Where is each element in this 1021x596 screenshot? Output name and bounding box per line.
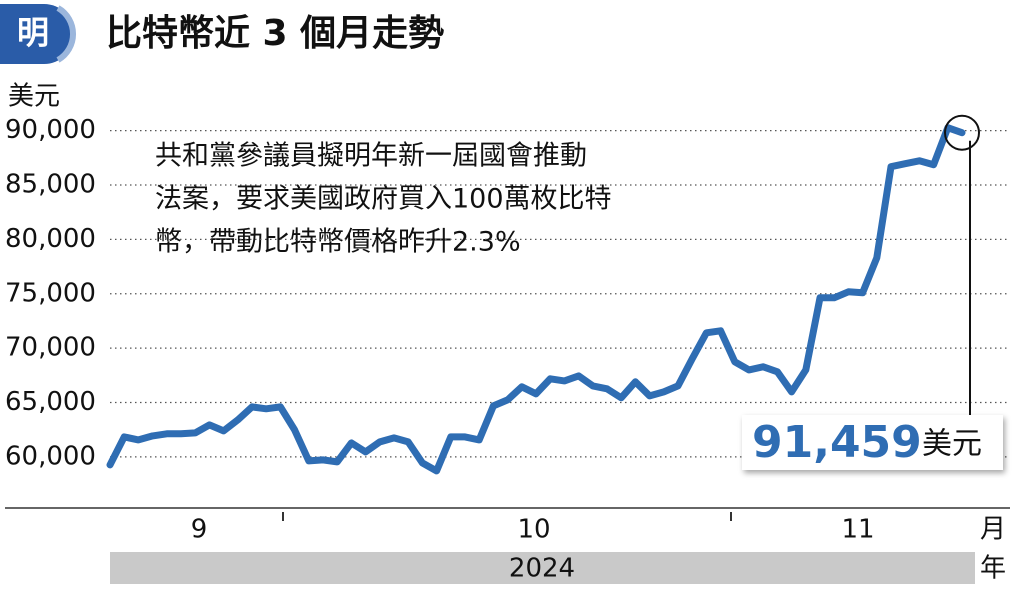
y-tick-label: 60,000 (5, 441, 96, 471)
y-tick-label: 90,000 (5, 115, 96, 145)
year-unit: 年 (980, 554, 1006, 584)
logo-text: 明 (17, 14, 49, 52)
logo-arc (56, 5, 77, 63)
x-tick-label: 9 (191, 515, 208, 545)
callout-value: 91,459 (752, 417, 922, 468)
y-tick-label: 85,000 (5, 170, 96, 200)
y-tick-label: 80,000 (5, 224, 96, 254)
y-tick-label: 65,000 (5, 387, 96, 417)
annotation: 共和黨參議員擬明年新一屆國會推動法案，要求美國政府買入100萬枚比特幣，帶動比特… (155, 141, 612, 258)
y-tick-label: 75,000 (5, 278, 96, 308)
callout-box (742, 415, 1003, 470)
annotation-line: 共和黨參議員擬明年新一屆國會推動 (155, 141, 587, 172)
x-tick-label: 11 (841, 515, 874, 545)
annotation-line: 法案，要求美國政府買入100萬枚比特 (155, 184, 612, 215)
end-circle (944, 114, 980, 151)
annotation-line: 幣，帶動比特幣價格昨升2.3% (155, 227, 521, 258)
y-unit: 美元 (8, 82, 60, 112)
year-bar (110, 552, 975, 584)
callout-unit: 美元 (922, 427, 982, 462)
y-tick-label: 70,000 (5, 333, 96, 363)
price-line (106, 124, 966, 475)
logo-badge (0, 4, 74, 64)
year-label: 2024 (509, 554, 575, 584)
month-unit: 月 (980, 515, 1006, 545)
chart-title: 比特幣近 3 個月走勢 (106, 13, 444, 54)
x-tick-label: 10 (517, 515, 550, 545)
